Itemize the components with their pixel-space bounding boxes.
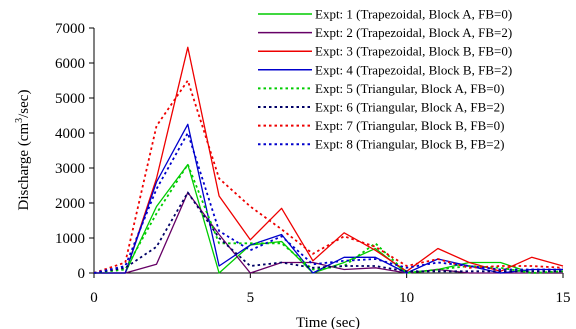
legend: Expt: 1 (Trapezoidal, Block A, FB=0) Expt…	[258, 7, 512, 152]
y-tick-label: 1000	[55, 231, 85, 247]
series-line-expt-1	[94, 163, 563, 274]
series-line-expt-7	[93, 79, 564, 274]
legend-label-expt-5: Expt: 5 (Triangular, Block A, FB=0)	[315, 81, 504, 96]
y-tick-label: 4000	[55, 126, 85, 142]
legend-label-expt-3: Expt: 3 (Trapezoidal, Block B, FB=0)	[315, 44, 512, 59]
y-tick-label: 0	[78, 266, 86, 282]
legend-label-expt-2: Expt: 2 (Trapezoidal, Block A, FB=2)	[315, 25, 512, 40]
y-tick-label: 7000	[55, 21, 85, 37]
y-tick-label: 3000	[55, 161, 85, 177]
y-tick-label: 6000	[55, 56, 85, 72]
x-ticks: 0 5 10 15	[90, 273, 571, 306]
x-tick-label: 15	[556, 290, 571, 306]
x-axis-title: Time (sec)	[296, 315, 360, 329]
y-tick-label: 5000	[55, 91, 85, 107]
x-tick-label: 10	[399, 290, 414, 306]
series-line-expt-6	[93, 191, 563, 274]
series-line-expt-5	[93, 163, 564, 274]
legend-label-expt-7: Expt: 7 (Triangular, Block B, FB=0)	[315, 118, 504, 133]
y-tick-label: 2000	[55, 196, 85, 212]
legend-label-expt-6: Expt: 6 (Triangular, Block A, FB=2)	[315, 100, 504, 115]
legend-label-expt-4: Expt: 4 (Trapezoidal, Block B, FB=2)	[315, 62, 512, 77]
x-tick-label: 0	[90, 290, 98, 306]
series-line-expt-4	[94, 123, 563, 274]
series-lines	[93, 46, 564, 274]
y-axis-title: Discharge (cm3/sec)	[14, 90, 32, 211]
y-axis-title-main: Discharge (cm	[16, 123, 32, 211]
x-tick-label: 5	[247, 290, 255, 306]
legend-label-expt-1: Expt: 1 (Trapezoidal, Block A, FB=0)	[315, 7, 512, 22]
y-ticks: 0 1000 2000 3000 4000 5000 6000 7000	[55, 21, 94, 282]
y-axis-title-sup: 3	[14, 118, 25, 123]
y-axis-title-tail: /sec)	[16, 90, 32, 118]
series-line-expt-2	[94, 191, 563, 274]
legend-label-expt-8: Expt: 8 (Triangular, Block B, FB=2)	[315, 137, 504, 152]
series-line-expt-8	[93, 132, 563, 274]
